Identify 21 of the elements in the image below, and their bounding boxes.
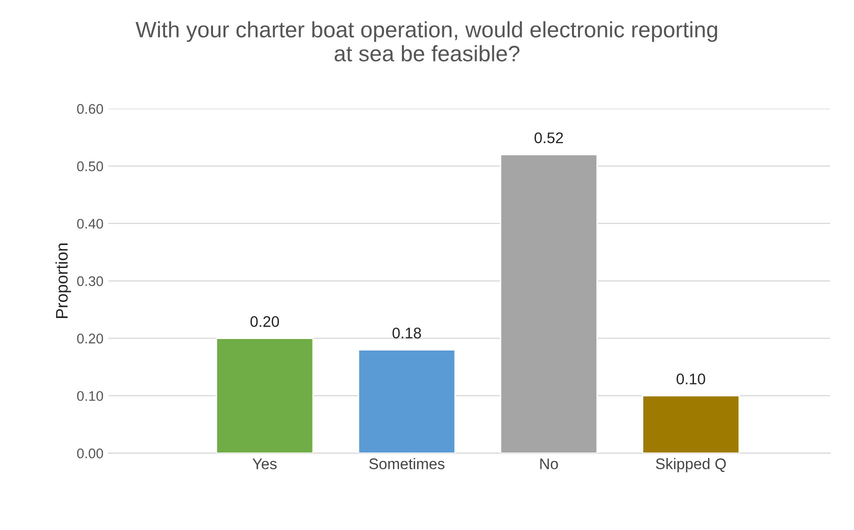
- x-tick-label: Yes: [252, 458, 277, 470]
- bar: [500, 154, 598, 454]
- y-axis-title: Proportion: [55, 244, 72, 318]
- x-tick-label: Skipped Q: [656, 458, 726, 472]
- data-label: 0.20: [250, 316, 279, 327]
- y-tick-label: 0.60: [77, 104, 104, 114]
- data-label: 0.10: [676, 374, 706, 384]
- data-label: 0.18: [392, 328, 421, 338]
- x-tick-label: No: [540, 458, 558, 470]
- x-tick-label: Sometimes: [369, 458, 444, 470]
- bar: [642, 395, 740, 454]
- y-tick-label: 0.00: [77, 448, 104, 458]
- data-label: 0.52: [534, 132, 563, 144]
- y-tick-label: 0.30: [77, 276, 104, 286]
- y-tick-label: 0.50: [77, 161, 104, 172]
- y-tick-label: 0.10: [77, 391, 104, 401]
- y-tick-label: 0.20: [77, 334, 104, 344]
- y-tick-label: 0.40: [77, 218, 104, 229]
- bar: [358, 349, 456, 454]
- chart-title: With your charter boat operation, would electronic reporting at sea be feasible?: [136, 21, 718, 62]
- bar: [216, 338, 314, 454]
